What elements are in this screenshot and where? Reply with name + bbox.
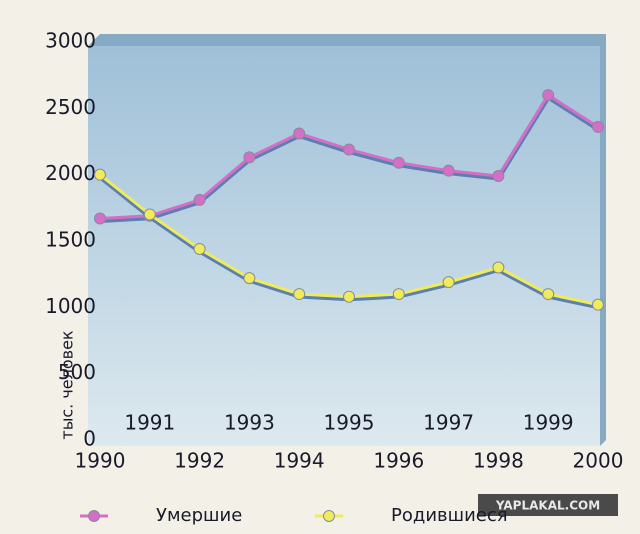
data-point — [492, 261, 505, 274]
data-point — [592, 298, 604, 311]
legend-marker — [88, 510, 100, 522]
x-tick-label: 1998 — [473, 449, 524, 473]
data-point — [94, 168, 106, 181]
data-point — [193, 242, 206, 255]
y-tick-label: 1500 — [45, 228, 96, 252]
y-tick-label: 2000 — [45, 161, 96, 185]
y-tick-label: 2500 — [45, 95, 96, 119]
x-tick-label: 1991 — [124, 411, 175, 435]
data-point — [243, 151, 256, 164]
plot-area — [88, 46, 600, 446]
data-point — [392, 156, 405, 169]
data-point — [193, 193, 206, 206]
y-tick-label: 500 — [58, 360, 96, 384]
x-tick-label: 2000 — [573, 449, 624, 473]
data-point — [442, 276, 455, 289]
data-point — [592, 120, 604, 133]
watermark-box — [478, 494, 618, 516]
data-point — [442, 164, 455, 177]
watermark: YAPLAKAL.COM — [495, 499, 600, 513]
x-tick-label: 1994 — [274, 449, 325, 473]
data-point — [392, 288, 405, 301]
x-tick-label: 1993 — [224, 411, 275, 435]
data-point — [293, 288, 306, 301]
x-tick-label: 1999 — [523, 411, 574, 435]
x-tick-label: 1992 — [174, 449, 225, 473]
data-point — [343, 143, 355, 156]
y-tick-label: 1000 — [45, 294, 96, 318]
data-point — [492, 169, 505, 182]
y-axis-label: тыс. человек — [58, 330, 77, 440]
x-tick-label: 1997 — [423, 411, 474, 435]
data-point — [94, 212, 106, 225]
x-tick-label: 1996 — [373, 449, 424, 473]
data-point — [143, 208, 156, 221]
y-tick-label: 0 — [83, 427, 96, 451]
x-tick-label: 1990 — [75, 449, 126, 473]
y-tick-label: 3000 — [45, 29, 96, 53]
legend-label: Умершие — [156, 505, 242, 526]
x-tick-label: 1995 — [324, 411, 375, 435]
legend-marker — [323, 510, 335, 522]
data-point — [542, 288, 555, 301]
data-point — [343, 290, 355, 303]
data-point — [293, 127, 306, 140]
data-point — [243, 272, 256, 285]
legend-label: Родившиеся — [391, 505, 508, 526]
data-point — [542, 89, 555, 102]
